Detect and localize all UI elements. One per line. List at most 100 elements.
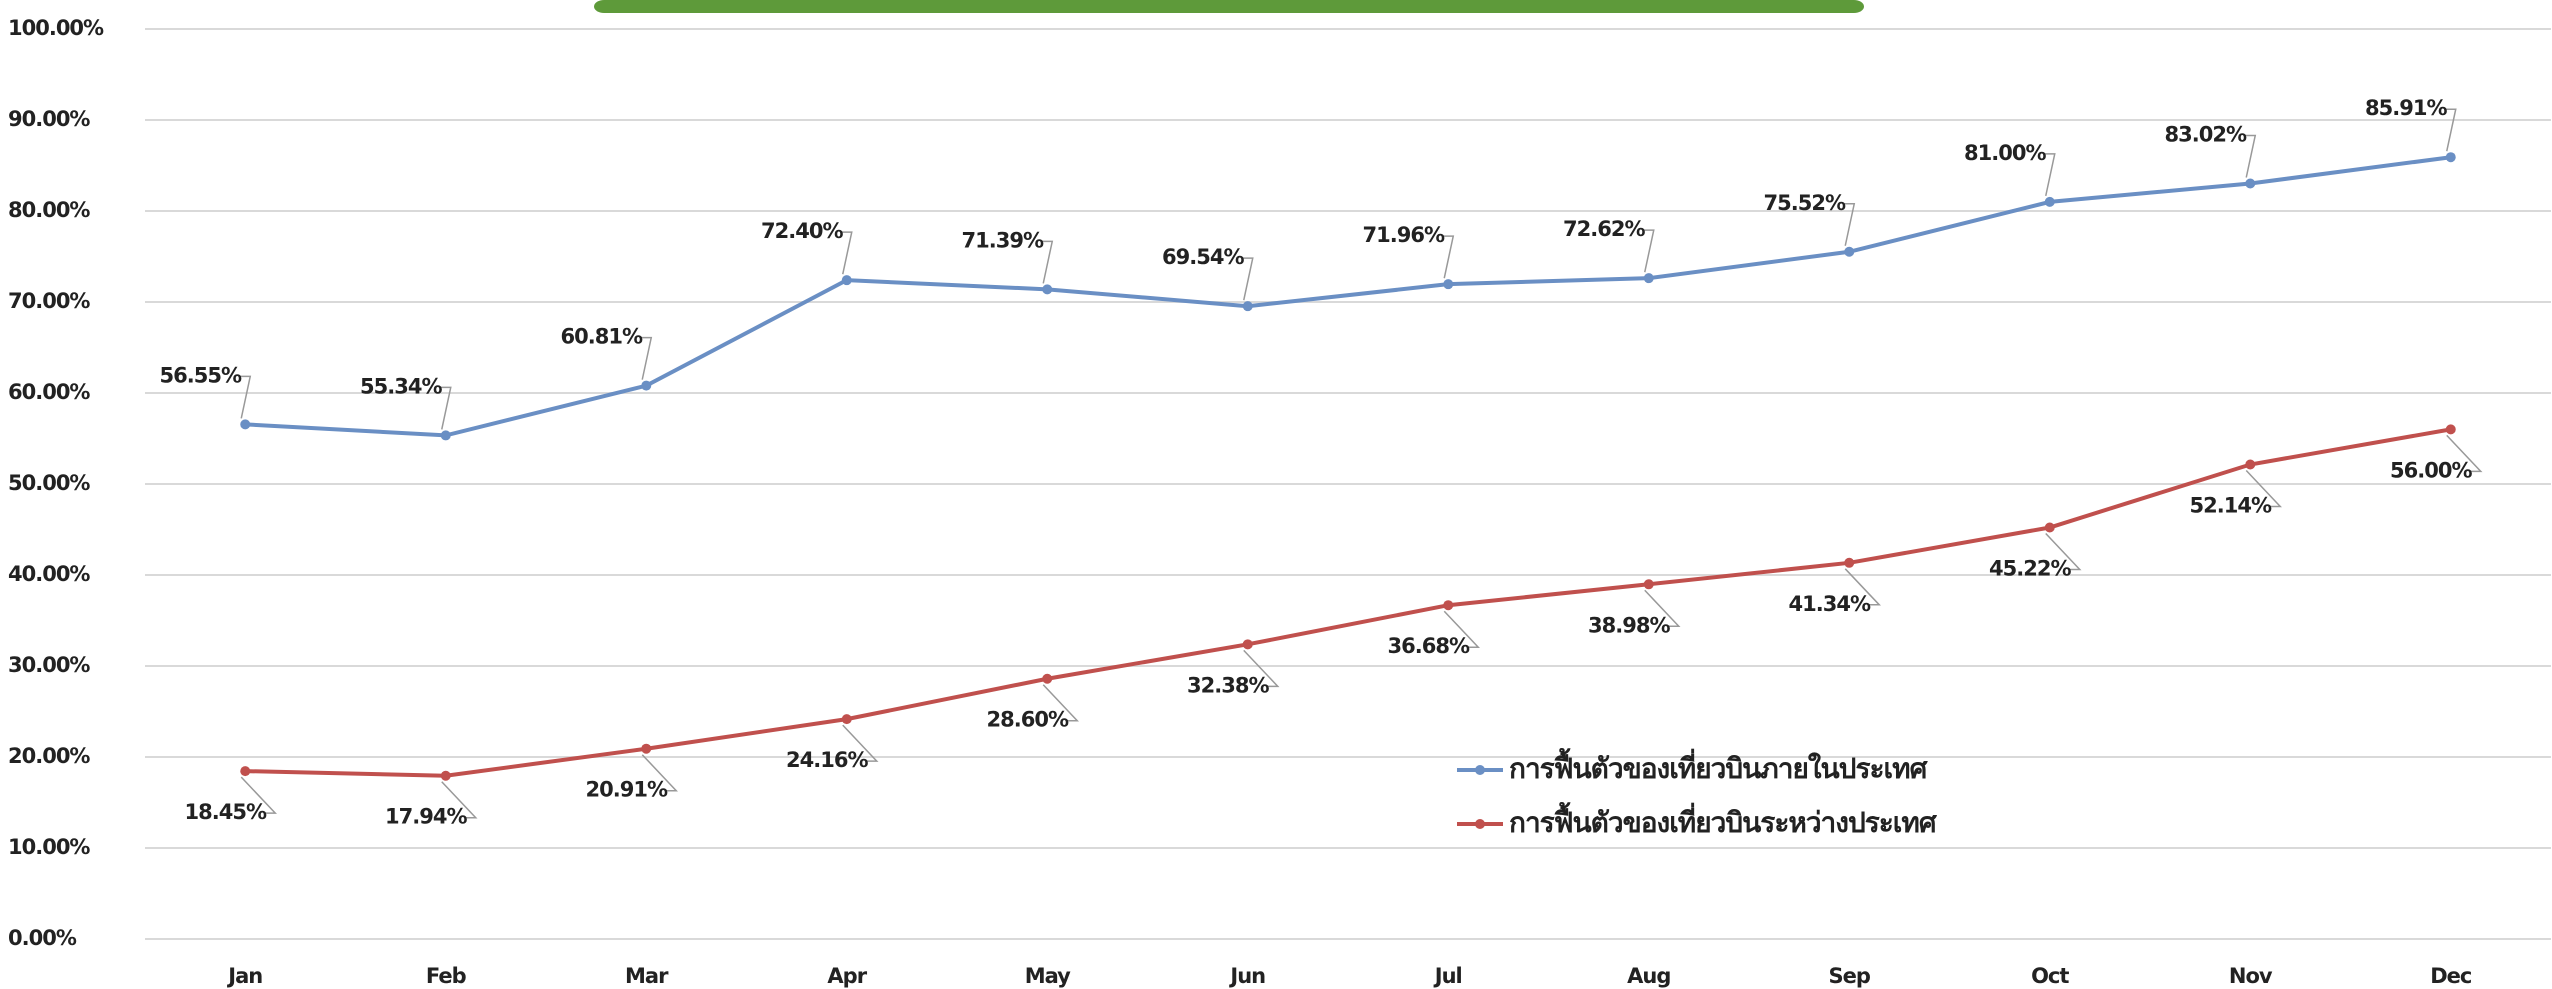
legend-marker — [1475, 765, 1485, 775]
leader-line — [842, 724, 879, 762]
data-label: 32.38% — [1187, 673, 1269, 697]
y-tick-label: 50.00% — [8, 471, 90, 495]
data-label: 45.22% — [1989, 556, 2071, 580]
data-point — [2245, 459, 2256, 470]
leader-line — [2245, 134, 2257, 178]
data-label: 18.45% — [185, 800, 267, 824]
data-label: 71.96% — [1363, 223, 1445, 247]
leader-line — [2044, 153, 2056, 197]
y-tick-label: 80.00% — [8, 198, 90, 222]
x-tick-label: Aug — [1627, 964, 1670, 988]
data-point — [1643, 579, 1654, 590]
x-tick-label: Oct — [2031, 964, 2069, 988]
data-label: 38.98% — [1588, 613, 1670, 637]
x-tick-label: Sep — [1829, 964, 1871, 988]
x-tick-label: Mar — [625, 964, 669, 988]
y-tick-label: 90.00% — [8, 107, 90, 131]
data-point — [641, 380, 652, 391]
data-label: 60.81% — [561, 325, 643, 349]
leader-line — [1443, 235, 1455, 279]
data-label: 71.39% — [962, 228, 1044, 252]
data-label: 83.02% — [2165, 123, 2247, 147]
data-label: 17.94% — [385, 805, 467, 829]
data-label: 24.16% — [786, 748, 868, 772]
x-tick-label: Jun — [1228, 964, 1265, 988]
y-tick-label: 20.00% — [8, 744, 90, 768]
leader-line — [440, 386, 452, 430]
leader-line — [841, 231, 853, 275]
leader-line — [2446, 434, 2483, 473]
x-tick-label: Jul — [1433, 964, 1462, 988]
leader-line — [240, 776, 277, 814]
data-point — [1443, 600, 1454, 611]
data-label: 36.68% — [1388, 634, 1470, 658]
y-tick-label: 70.00% — [8, 289, 90, 313]
leader-line — [641, 754, 678, 792]
data-point — [2445, 152, 2456, 163]
leader-line — [2245, 470, 2282, 508]
data-point — [2044, 522, 2055, 533]
y-tick-label: 10.00% — [8, 835, 90, 859]
data-label: 69.54% — [1162, 245, 1244, 269]
data-point — [2445, 424, 2456, 435]
data-label: 81.00% — [1964, 141, 2046, 165]
leader-line — [2445, 108, 2457, 152]
y-tick-label: 100.00% — [8, 16, 104, 40]
data-point — [2044, 196, 2055, 207]
leader-line — [1844, 568, 1881, 606]
data-point — [1042, 673, 1053, 684]
leader-line — [1644, 589, 1681, 628]
series-line — [245, 155, 2452, 438]
data-point — [1242, 639, 1253, 650]
data-label: 41.34% — [1789, 592, 1871, 616]
data-label: 72.62% — [1563, 217, 1645, 241]
x-tick-label: Nov — [2229, 964, 2273, 988]
legend-label: การฟื้นตัวของเที่ยวบินระหว่างประเทศ — [1509, 801, 1938, 839]
leader-line — [2045, 532, 2082, 571]
data-label: 55.34% — [360, 374, 442, 398]
x-tick-label: May — [1025, 964, 1071, 988]
data-point — [2245, 178, 2256, 189]
y-tick-label: 30.00% — [8, 653, 90, 677]
data-point — [240, 766, 251, 777]
data-point — [841, 275, 852, 286]
y-tick-label: 60.00% — [8, 380, 90, 404]
x-tick-label: Feb — [426, 964, 467, 988]
x-tick-label: Dec — [2430, 964, 2472, 988]
data-point — [841, 714, 852, 725]
leader-line — [1844, 203, 1856, 246]
leader-line — [1242, 257, 1254, 301]
series-line — [245, 427, 2452, 778]
data-point — [1844, 557, 1855, 568]
leader-line — [1443, 610, 1480, 648]
data-label: 28.60% — [987, 708, 1069, 732]
leader-line — [1042, 240, 1054, 284]
data-label: 85.91% — [2365, 96, 2447, 120]
y-tick-label: 0.00% — [8, 926, 77, 950]
leader-line — [1643, 229, 1655, 273]
data-label: 52.14% — [2190, 494, 2272, 518]
data-point — [1844, 246, 1855, 257]
leader-line — [441, 781, 478, 819]
data-point — [440, 770, 451, 781]
leader-line — [1042, 684, 1079, 722]
data-label: 72.40% — [761, 219, 843, 243]
legend-marker — [1475, 819, 1485, 829]
x-tick-label: Jan — [226, 964, 262, 988]
data-point — [1643, 273, 1654, 284]
data-label: 20.91% — [586, 778, 668, 802]
data-point — [641, 743, 652, 754]
leader-line — [240, 375, 252, 419]
data-point — [1042, 284, 1053, 295]
data-point — [1242, 301, 1253, 312]
y-tick-label: 40.00% — [8, 562, 90, 586]
data-label: 75.52% — [1764, 191, 1846, 215]
data-point — [440, 430, 451, 441]
x-tick-label: Apr — [827, 964, 867, 988]
data-label: 56.55% — [160, 363, 242, 387]
leader-line — [641, 336, 653, 380]
data-point — [1443, 279, 1454, 290]
header-banner — [594, 0, 1864, 13]
legend-label: การฟื้นตัวของเที่ยวบินภายในประเทศ — [1509, 747, 1929, 785]
